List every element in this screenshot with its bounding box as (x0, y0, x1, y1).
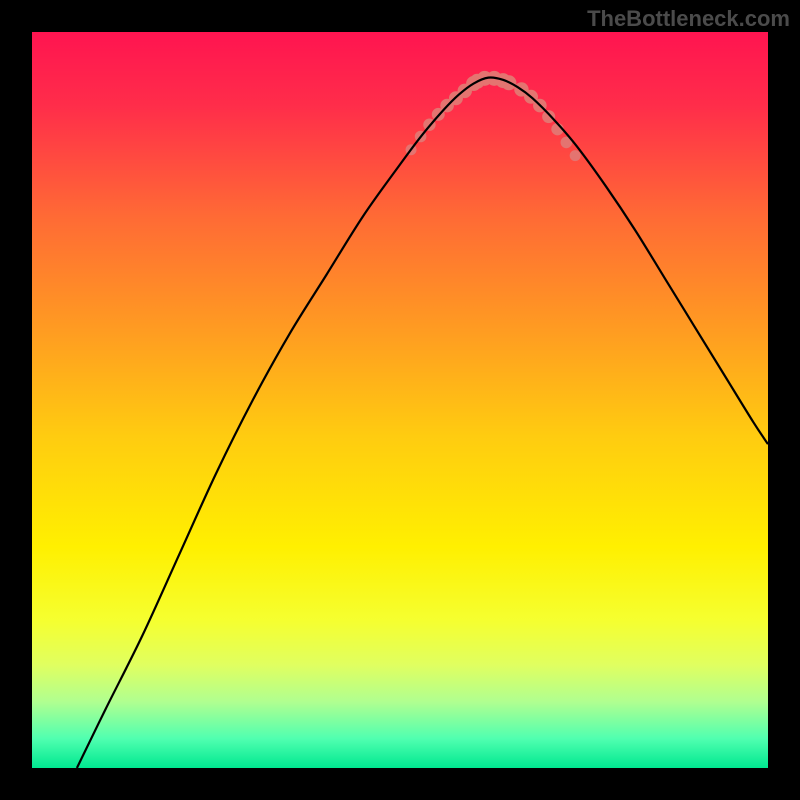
chart-svg (32, 32, 768, 768)
plot-background (32, 32, 768, 768)
watermark-text: TheBottleneck.com (587, 6, 790, 32)
plot-area (32, 32, 768, 768)
chart-container: TheBottleneck.com (0, 0, 800, 800)
